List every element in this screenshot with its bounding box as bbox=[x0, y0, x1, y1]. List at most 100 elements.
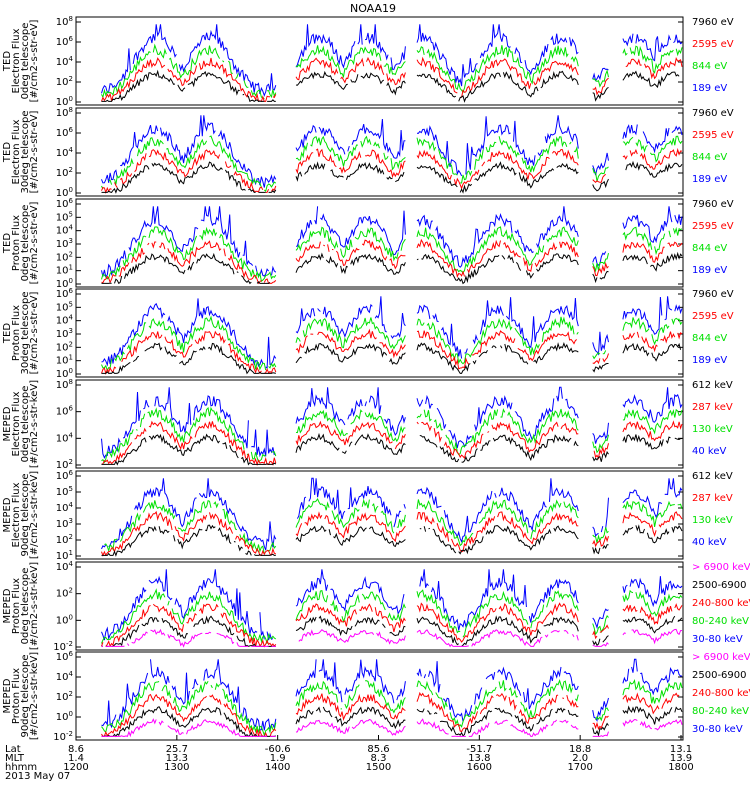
y-axis-label-line: TED bbox=[2, 142, 13, 163]
y-axis-label-line: 90deg telescope bbox=[20, 473, 31, 556]
series-trace bbox=[101, 296, 683, 370]
legend-entry: 30-80 keV bbox=[692, 724, 743, 735]
panel-8: 10-2 100 102 104 106 MEPEDProton Flux90deg te… bbox=[2, 650, 750, 743]
ytick-label: 102 bbox=[56, 250, 73, 263]
series-trace bbox=[101, 226, 683, 283]
footer-row-label: hhmm bbox=[5, 762, 37, 773]
legend-entry: 130 keV bbox=[692, 424, 733, 435]
ytick-label: 106 bbox=[56, 469, 74, 482]
series-trace bbox=[101, 477, 683, 551]
y-axis-label-line: Electron Flux bbox=[11, 119, 22, 184]
series-trace bbox=[101, 524, 683, 557]
legend-entry: 287 keV bbox=[692, 493, 733, 504]
ytick-label: 104 bbox=[56, 224, 74, 237]
series-trace bbox=[101, 718, 683, 738]
legend-entry: 2595 eV bbox=[692, 39, 734, 50]
y-axis-label-line: Proton Flux bbox=[11, 215, 22, 271]
y-axis-label-line: [#/cm2-s-str-keV] bbox=[29, 471, 40, 559]
legend-entry: 7960 eV bbox=[692, 17, 734, 28]
y-axis-label: MEPEDElectron Flux0deg telescope[#/cm2-s… bbox=[2, 380, 40, 468]
footer-mlt-value: 13.8 bbox=[468, 753, 490, 764]
legend-entry: 40 keV bbox=[692, 537, 726, 548]
footer-hhmm-value: 1400 bbox=[265, 762, 290, 773]
legend-entry: 2500-6900 bbox=[692, 670, 747, 681]
series-trace bbox=[101, 588, 683, 644]
y-axis-label: TEDProton Flux30deg telescope[#/cm2-s-st… bbox=[2, 291, 40, 374]
legend-entry: > 6900 keV bbox=[692, 562, 750, 573]
series-trace bbox=[101, 420, 683, 467]
series-trace bbox=[101, 160, 683, 194]
ytick-label: 102 bbox=[56, 533, 73, 546]
ytick-label: 100 bbox=[56, 613, 73, 626]
y-axis-label-line: [#/cm2-s-str-eV] bbox=[29, 202, 40, 285]
ytick-label: 102 bbox=[56, 75, 73, 88]
ytick-label: 105 bbox=[56, 485, 73, 498]
footer-hhmm-value: 1800 bbox=[668, 762, 693, 773]
y-axis-label: MEPEDProton Flux90deg telescope[#/cm2-s-… bbox=[2, 652, 40, 740]
ytick-label: 106 bbox=[56, 405, 74, 418]
ytick-label: 104 bbox=[56, 146, 74, 159]
legend-entry: 2595 eV bbox=[692, 130, 734, 141]
ytick-label: 103 bbox=[56, 327, 73, 340]
series-trace bbox=[101, 678, 683, 737]
panel-frame bbox=[75, 16, 684, 106]
y-axis-label-line: [#/cm2-s-str-eV] bbox=[29, 111, 40, 194]
y-axis-label-line: Electron Flux bbox=[11, 28, 22, 93]
footer-hhmm-value: 1300 bbox=[164, 762, 189, 773]
y-axis-label: TEDElectron Flux0deg telescope[#/cm2-s-s… bbox=[2, 20, 40, 103]
footer-lat-value: 85.6 bbox=[367, 744, 389, 755]
series-trace bbox=[101, 658, 683, 731]
series-trace bbox=[101, 432, 683, 466]
y-axis-label-line: 0deg telescope bbox=[20, 386, 31, 463]
series-trace bbox=[101, 43, 683, 100]
panel-frame bbox=[75, 470, 684, 560]
legend-entry: 40 keV bbox=[692, 446, 726, 457]
y-axis-label-line: Electron Flux bbox=[11, 391, 22, 456]
y-axis-label: TEDProton Flux0deg telescope[#/cm2-s-str… bbox=[2, 202, 40, 285]
footer-mlt-value: 1.4 bbox=[68, 753, 84, 764]
ytick-label: 101 bbox=[56, 354, 73, 367]
footer-lat-value: -51.7 bbox=[466, 744, 492, 755]
series-trace bbox=[101, 115, 683, 188]
ytick-label: 106 bbox=[56, 126, 74, 139]
y-axis-label-line: [#/cm2-s-str-keV] bbox=[29, 380, 40, 468]
footer-mlt-value: 2.0 bbox=[572, 753, 588, 764]
legend-entry: 80-240 keV bbox=[692, 616, 749, 627]
legend-entry: 240-800 keV bbox=[692, 598, 750, 609]
footer-lat-value: -60.6 bbox=[265, 744, 291, 755]
y-axis-label-line: MEPED bbox=[2, 678, 13, 713]
series-trace bbox=[101, 315, 683, 372]
legend-entry: 130 keV bbox=[692, 515, 733, 526]
panel-frame bbox=[75, 379, 684, 469]
ytick-label: 100 bbox=[56, 710, 73, 723]
y-axis-label-line: MEPED bbox=[2, 497, 13, 532]
footer-hhmm-value: 1600 bbox=[467, 762, 492, 773]
series-trace bbox=[101, 705, 683, 738]
series-trace bbox=[101, 602, 683, 648]
ytick-label: 105 bbox=[56, 210, 73, 223]
series-trace bbox=[101, 342, 682, 375]
ytick-label: 101 bbox=[56, 264, 73, 277]
footer-row-label: MLT bbox=[5, 753, 25, 764]
ytick-label: 102 bbox=[56, 587, 73, 600]
series-trace bbox=[101, 206, 683, 278]
legend-entry: 7960 eV bbox=[692, 108, 734, 119]
y-axis-label-line: TED bbox=[2, 323, 13, 344]
ytick-label: 108 bbox=[56, 378, 73, 391]
footer-row-label: Lat bbox=[5, 744, 21, 755]
series-trace bbox=[101, 569, 683, 641]
panel-frame bbox=[75, 198, 684, 288]
y-axis-label-line: 30deg telescope bbox=[20, 110, 31, 193]
y-axis-label-line: MEPED bbox=[2, 406, 13, 441]
legend-entry: 7960 eV bbox=[692, 199, 734, 210]
series-trace bbox=[101, 628, 683, 648]
footer-lat-value: 13.1 bbox=[670, 744, 692, 755]
legend-entry: 189 eV bbox=[692, 83, 727, 94]
panel-frame bbox=[75, 288, 684, 378]
series-trace bbox=[101, 328, 683, 376]
y-axis-label: TEDElectron Flux30deg telescope[#/cm2-s-… bbox=[2, 110, 40, 193]
